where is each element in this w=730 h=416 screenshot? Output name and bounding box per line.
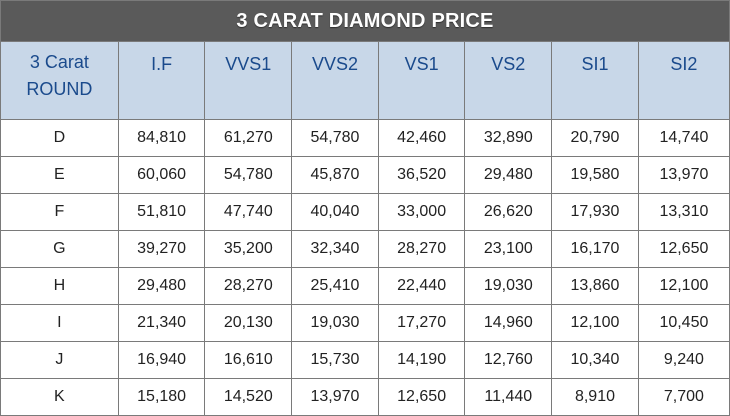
price-cell: 10,450 (637, 304, 730, 342)
price-cell: 12,100 (637, 267, 730, 305)
row-color-grade: J (0, 341, 119, 379)
header-clarity-si1: SI1 (551, 41, 639, 120)
price-cell: 21,340 (117, 304, 206, 342)
row-color-grade: K (0, 378, 119, 416)
table-title: 3 CARAT DIAMOND PRICE (0, 0, 730, 42)
row-color-grade: I (0, 304, 119, 342)
price-cell: 13,860 (551, 267, 639, 305)
price-cell: 16,170 (551, 230, 639, 268)
price-cell: 14,520 (204, 378, 293, 416)
header-row: 3 Carat ROUND I.F VVS1 VVS2 VS1 VS2 SI1 SI2 (0, 41, 730, 120)
header-clarity-vvs2: VVS2 (291, 41, 379, 120)
price-cell: 35,200 (204, 230, 293, 268)
price-cell: 36,520 (377, 156, 466, 194)
price-cell: 54,780 (291, 119, 379, 157)
price-cell: 25,410 (291, 267, 379, 305)
price-cell: 28,270 (377, 230, 466, 268)
table-row: E 60,060 54,780 45,870 36,520 29,480 19,580 13,… (0, 156, 730, 194)
price-cell: 15,180 (117, 378, 206, 416)
row-color-grade: E (0, 156, 119, 194)
price-cell: 28,270 (204, 267, 293, 305)
header-clarity-vvs1: VVS1 (204, 41, 293, 120)
table-row: H 29,480 28,270 25,410 22,440 19,030 13,860 12,… (0, 267, 730, 305)
price-cell: 47,740 (204, 193, 293, 231)
price-cell: 12,100 (551, 304, 639, 342)
table-row: G 39,270 35,200 32,340 28,270 23,100 16,170 12,… (0, 230, 730, 268)
price-cell: 40,040 (291, 193, 379, 231)
price-cell: 19,030 (291, 304, 379, 342)
price-cell: 9,240 (637, 341, 730, 379)
header-clarity-if: I.F (117, 41, 206, 120)
price-cell: 19,030 (464, 267, 553, 305)
header-clarity-vs2: VS2 (464, 41, 553, 120)
price-cell: 51,810 (117, 193, 206, 231)
price-cell: 23,100 (464, 230, 553, 268)
table-row: I 21,340 20,130 19,030 17,270 14,960 12,100 10,… (0, 304, 730, 342)
price-cell: 20,790 (551, 119, 639, 157)
table-row: K 15,180 14,520 13,970 12,650 11,440 8,910 7,70… (0, 378, 730, 416)
price-cell: 26,620 (464, 193, 553, 231)
price-cell: 33,000 (377, 193, 466, 231)
table-row: J 16,940 16,610 15,730 14,190 12,760 10,340 9,2… (0, 341, 730, 379)
price-cell: 45,870 (291, 156, 379, 194)
table-body: D 84,810 61,270 54,780 42,460 32,890 20,790 14,… (0, 119, 730, 416)
price-cell: 15,730 (291, 341, 379, 379)
title-row: 3 CARAT DIAMOND PRICE (0, 0, 730, 42)
header-clarity-si2: SI2 (637, 41, 730, 120)
price-cell: 32,890 (464, 119, 553, 157)
price-cell: 19,580 (551, 156, 639, 194)
price-cell: 11,440 (464, 378, 553, 416)
price-cell: 8,910 (551, 378, 639, 416)
price-cell: 16,610 (204, 341, 293, 379)
corner-header-carat: 3 Carat (29, 52, 89, 72)
price-cell: 12,760 (464, 341, 553, 379)
price-cell: 13,970 (637, 156, 730, 194)
price-cell: 20,130 (204, 304, 293, 342)
price-cell: 61,270 (204, 119, 293, 157)
row-color-grade: F (0, 193, 119, 231)
header-clarity-vs1: VS1 (377, 41, 466, 120)
price-cell: 10,340 (551, 341, 639, 379)
price-cell: 29,480 (117, 267, 206, 305)
price-cell: 14,960 (464, 304, 553, 342)
price-cell: 54,780 (204, 156, 293, 194)
price-cell: 84,810 (117, 119, 206, 157)
price-cell: 16,940 (117, 341, 206, 379)
price-cell: 12,650 (377, 378, 466, 416)
row-color-grade: D (0, 119, 119, 157)
price-cell: 7,700 (637, 378, 730, 416)
price-cell: 13,310 (637, 193, 730, 231)
price-cell: 42,460 (377, 119, 466, 157)
table-row: F 51,810 47,740 40,040 33,000 26,620 17,930 13,… (0, 193, 730, 231)
price-cell: 22,440 (377, 267, 466, 305)
price-cell: 60,060 (117, 156, 206, 194)
price-cell: 39,270 (117, 230, 206, 268)
price-cell: 32,340 (291, 230, 379, 268)
price-cell: 17,270 (377, 304, 466, 342)
row-color-grade: H (0, 267, 119, 305)
price-cell: 14,740 (637, 119, 730, 157)
price-cell: 13,970 (291, 378, 379, 416)
corner-header: 3 Carat ROUND (0, 41, 119, 120)
price-cell: 12,650 (637, 230, 730, 268)
table-row: D 84,810 61,270 54,780 42,460 32,890 20,790 14,… (0, 119, 730, 157)
corner-header-shape: ROUND (26, 79, 93, 99)
price-cell: 29,480 (464, 156, 553, 194)
price-cell: 14,190 (377, 341, 466, 379)
row-color-grade: G (0, 230, 119, 268)
price-cell: 17,930 (551, 193, 639, 231)
